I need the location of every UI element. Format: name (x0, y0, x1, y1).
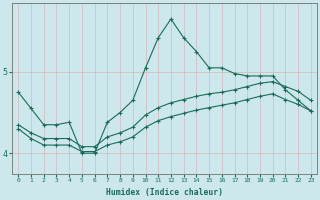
X-axis label: Humidex (Indice chaleur): Humidex (Indice chaleur) (106, 188, 223, 197)
